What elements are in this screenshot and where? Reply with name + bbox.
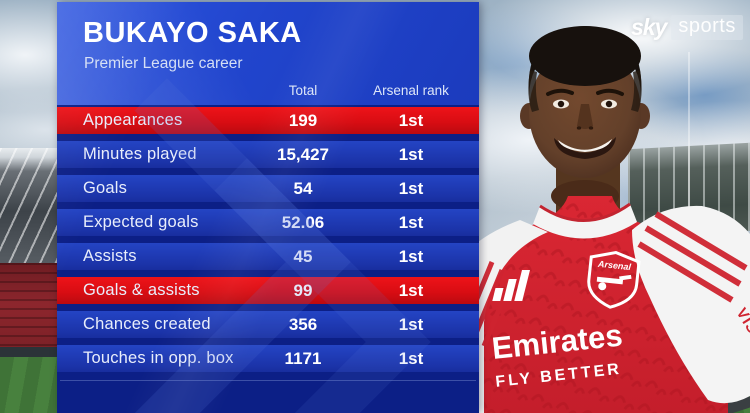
footer-divider (60, 380, 476, 381)
table-row: Goals 54 1st (57, 175, 479, 202)
stat-rank-value: 1st (398, 348, 424, 368)
table-row: Touches in opp. box 1171 1st (57, 345, 479, 372)
svg-text:Arsenal: Arsenal (597, 259, 632, 273)
sky-sports-logo: sky sports (631, 14, 743, 41)
page-subtitle: Premier League career (84, 55, 243, 72)
table-row: Chances created 356 1st (57, 311, 479, 338)
stat-label: Goals & assists (83, 281, 200, 299)
column-headers: Total Arsenal rank (57, 83, 479, 98)
stat-total-value: 54 (293, 178, 313, 198)
stat-rank-value: 1st (398, 110, 424, 130)
table-row: Goals & assists 99 1st (57, 277, 479, 304)
stat-total-value: 45 (293, 246, 313, 266)
stats-rows: Appearances 199 1st Minutes played 15,42… (57, 107, 479, 372)
stat-label: Touches in opp. box (83, 349, 234, 367)
sports-logo-box: sports (671, 15, 743, 40)
panel-body: Appearances 199 1st Minutes played 15,42… (57, 105, 479, 413)
player-jersey: VISIT RWANDA Arsenal Emirates FLY BETTER (442, 196, 750, 413)
player-photo: VISIT RWANDA Arsenal Emirates FLY BETTER (442, 26, 750, 413)
stat-total-value: 15,427 (277, 144, 329, 164)
sports-logo-text: sports (678, 15, 736, 37)
stat-label: Goals (83, 179, 128, 197)
stat-label: Chances created (83, 315, 211, 333)
page-title: BUKAYO SAKA (83, 17, 302, 49)
table-row: Expected goals 52.06 1st (57, 209, 479, 236)
stat-rank-value: 1st (398, 178, 424, 198)
adidas-logo-icon (492, 270, 530, 301)
column-header-total: Total (288, 83, 318, 98)
arsenal-crest-icon: Arsenal (587, 250, 641, 309)
stat-total-value: 1171 (284, 348, 322, 368)
stat-rank-value: 1st (398, 280, 424, 300)
table-row: Appearances 199 1st (57, 107, 479, 134)
stadium-pitch-left (0, 357, 58, 413)
stat-rank-value: 1st (398, 246, 424, 266)
column-header-rank: Arsenal rank (373, 83, 449, 98)
table-row: Assists 45 1st (57, 243, 479, 270)
stadium-wall-left (0, 347, 58, 359)
stat-total-value: 356 (288, 314, 318, 334)
table-row: Minutes played 15,427 1st (57, 141, 479, 168)
stat-rank-value: 1st (398, 144, 424, 164)
stat-label: Appearances (83, 111, 183, 129)
sky-logo-text: sky (631, 14, 667, 40)
player-head (520, 26, 650, 216)
stat-total-value: 99 (293, 280, 313, 300)
stat-label: Expected goals (83, 213, 199, 231)
stat-total-value: 199 (288, 110, 318, 130)
stat-total-value: 52.06 (281, 212, 325, 232)
stat-label: Assists (83, 247, 137, 265)
stat-rank-value: 1st (398, 212, 424, 232)
panel-header: BUKAYO SAKA Premier League career Total … (57, 2, 479, 105)
stats-panel: BUKAYO SAKA Premier League career Total … (0, 2, 479, 413)
stat-label: Minutes played (83, 145, 197, 163)
stadium-roof-left (0, 148, 58, 263)
stat-rank-value: 1st (398, 314, 424, 334)
stadium-seats-left (0, 263, 58, 355)
